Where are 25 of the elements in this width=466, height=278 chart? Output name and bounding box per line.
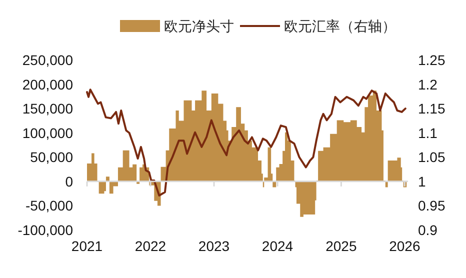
y-tick-label: 250,000	[22, 52, 74, 68]
y-tick-label: 150,000	[22, 100, 74, 117]
line-series	[86, 88, 406, 197]
y2-tick-label: 1.2	[418, 76, 438, 92]
x-tick-label: 2026	[389, 238, 420, 254]
y-tick-label: 50,000	[30, 149, 74, 166]
y-tick-label: 0	[65, 173, 74, 190]
y2-tick-label: 0.95	[418, 198, 446, 214]
y2-tick-label: 1.25	[418, 52, 446, 68]
y2-tick-label: 1	[418, 173, 426, 190]
y2-tick-label: 0.9	[418, 222, 438, 238]
x-tick-label: 2021	[71, 238, 103, 254]
x-tick-label: 2025	[326, 238, 357, 254]
y2-tick-label: 1.05	[418, 149, 446, 166]
legend-label: 欧元净头寸	[164, 18, 234, 34]
y-tick-label: -50,000	[26, 198, 74, 214]
y-tick-label: -100,000	[18, 222, 74, 238]
y2-tick-label: 1.1	[418, 124, 438, 141]
x-tick-label: 2022	[134, 238, 166, 254]
y-tick-label: 200,000	[22, 76, 74, 92]
y2-tick-label: 1.15	[418, 100, 446, 117]
x-tick-label: 2024	[262, 238, 294, 254]
x-tick-label: 2023	[198, 238, 230, 254]
legend-label: 欧元汇率（右轴）	[284, 18, 396, 34]
y-tick-label: 100,000	[22, 124, 74, 141]
